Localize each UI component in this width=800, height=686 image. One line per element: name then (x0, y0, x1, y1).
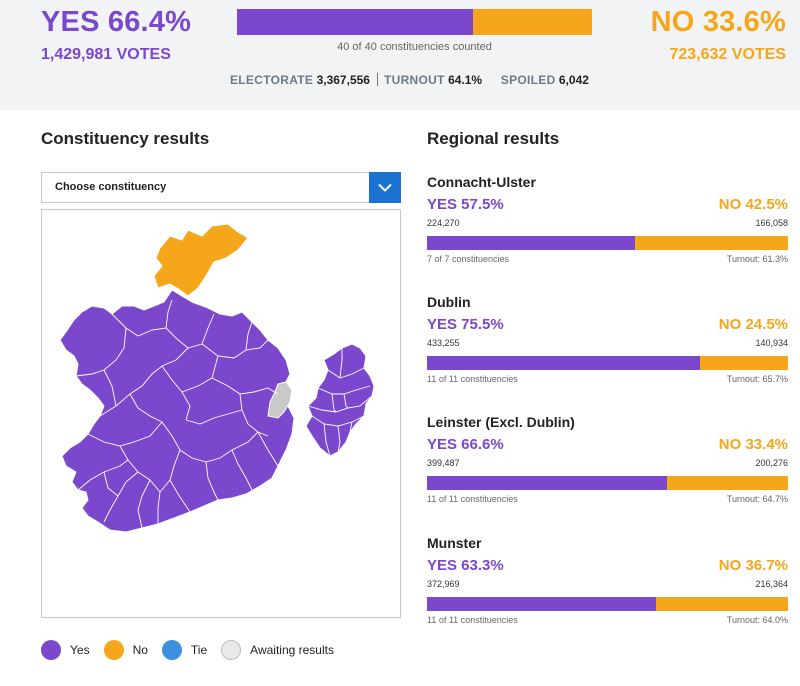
legend-label-awaiting: Awaiting results (250, 643, 334, 657)
legend-item-no: No (103, 640, 148, 660)
chevron-down-icon (378, 183, 392, 192)
region-no-votes: 216,364 (755, 579, 788, 589)
legend-label-no: No (132, 643, 148, 657)
legend-swatch-awaiting (221, 640, 242, 660)
national-summary: YES 66.4% 1,429,981 VOTES 40 of 40 const… (0, 0, 800, 110)
region-no-percent: NO 36.7% (718, 557, 788, 574)
electorate-label: ELECTORATE (230, 73, 314, 87)
region-yes-segment (427, 356, 700, 370)
region-name: Munster (427, 535, 482, 551)
national-stats: ELECTORATE 3,367,556 TURNOUT 64.1% SPOILE… (230, 73, 589, 87)
dublin-inset-boundaries (307, 348, 373, 457)
constituency-boundaries (75, 299, 279, 529)
legend-item-awaiting: Awaiting results (221, 640, 334, 660)
region-name: Connacht-Ulster (427, 174, 536, 190)
region-yes-votes: 224,270 (427, 218, 460, 228)
region-turnout: Turnout: 64.7% (726, 494, 788, 504)
region-yes-votes: 372,969 (427, 579, 460, 589)
constituency-results-title: Constituency results (41, 129, 210, 148)
map-region-donegal[interactable] (153, 223, 249, 297)
region-turnout: Turnout: 64.0% (726, 615, 788, 625)
region-counted: 7 of 7 constituencies (427, 254, 510, 264)
region-yes-percent: YES 75.5% (427, 316, 504, 333)
national-no-percent: NO 33.6% (650, 6, 786, 38)
region-result-bar (427, 597, 788, 611)
turnout-label: TURNOUT (383, 73, 445, 87)
national-yes-votes: 1,429,981 VOTES (41, 46, 171, 63)
region-no-segment (634, 236, 788, 250)
legend-label-tie: Tie (190, 643, 208, 657)
region-no-segment (667, 476, 788, 490)
national-yes-percent: YES 66.4% (41, 6, 192, 38)
legend-swatch-tie (161, 640, 182, 660)
constituency-select[interactable]: Choose constituency (41, 172, 401, 203)
national-no-votes: 723,632 VOTES (669, 46, 786, 63)
legend-item-yes: Yes (41, 640, 90, 660)
turnout-value: 64.1% (448, 73, 483, 87)
electorate-value: 3,367,556 (316, 73, 370, 87)
constituency-select-label: Choose constituency (55, 181, 167, 193)
region-card-leinster: Leinster (Excl. Dublin) YES 66.6% NO 33.… (427, 414, 788, 506)
region-no-votes: 166,058 (755, 218, 788, 228)
region-no-votes: 200,276 (755, 458, 788, 468)
map-region-dublin-gray[interactable] (267, 381, 293, 419)
region-card-dublin: Dublin YES 75.5% NO 24.5% 433,255 140,93… (427, 294, 788, 386)
regional-results-title: Regional results (427, 129, 560, 148)
region-yes-votes: 399,487 (427, 458, 460, 468)
region-counted: 11 of 11 constituencies (427, 494, 518, 504)
region-no-segment (655, 597, 788, 611)
region-yes-segment (427, 597, 656, 611)
region-card-connacht-ulster: Connacht-Ulster YES 57.5% NO 42.5% 224,2… (427, 174, 788, 266)
legend-swatch-no (103, 640, 124, 660)
constituencies-counted: 40 of 40 constituencies counted (337, 41, 492, 53)
stats-divider (376, 73, 378, 86)
region-yes-percent: YES 57.5% (427, 196, 504, 213)
region-no-votes: 140,934 (755, 338, 788, 348)
region-no-percent: NO 33.4% (718, 436, 788, 453)
map-region-republic[interactable] (59, 289, 295, 533)
region-no-segment (699, 356, 788, 370)
region-card-munster: Munster YES 63.3% NO 36.7% 372,969 216,3… (427, 535, 788, 627)
region-yes-segment (427, 476, 668, 490)
region-turnout: Turnout: 61.3% (726, 254, 788, 264)
region-result-bar (427, 476, 788, 490)
region-yes-percent: YES 66.6% (427, 436, 504, 453)
region-name: Dublin (427, 294, 471, 310)
region-yes-percent: YES 63.3% (427, 557, 504, 574)
region-yes-segment (427, 236, 635, 250)
region-result-bar (427, 356, 788, 370)
spoiled-value: 6,042 (558, 73, 589, 87)
legend-label-yes: Yes (70, 643, 90, 657)
region-no-percent: NO 24.5% (718, 316, 788, 333)
region-name: Leinster (Excl. Dublin) (427, 414, 575, 430)
region-yes-votes: 433,255 (427, 338, 460, 348)
ireland-map[interactable] (42, 210, 400, 617)
region-counted: 11 of 11 constituencies (427, 615, 518, 625)
region-counted: 11 of 11 constituencies (427, 374, 518, 384)
national-no-segment (472, 9, 592, 35)
constituency-map[interactable] (41, 209, 401, 618)
legend-item-tie: Tie (161, 640, 208, 660)
national-yes-segment (237, 9, 473, 35)
dropdown-button[interactable] (369, 172, 401, 203)
map-legend: Yes No Tie Awaiting results (41, 640, 348, 660)
region-result-bar (427, 236, 788, 250)
spoiled-label: SPOILED (500, 73, 556, 87)
region-no-percent: NO 42.5% (718, 196, 788, 213)
legend-swatch-yes (41, 640, 61, 660)
region-turnout: Turnout: 65.7% (726, 374, 788, 384)
national-result-bar (237, 9, 592, 35)
